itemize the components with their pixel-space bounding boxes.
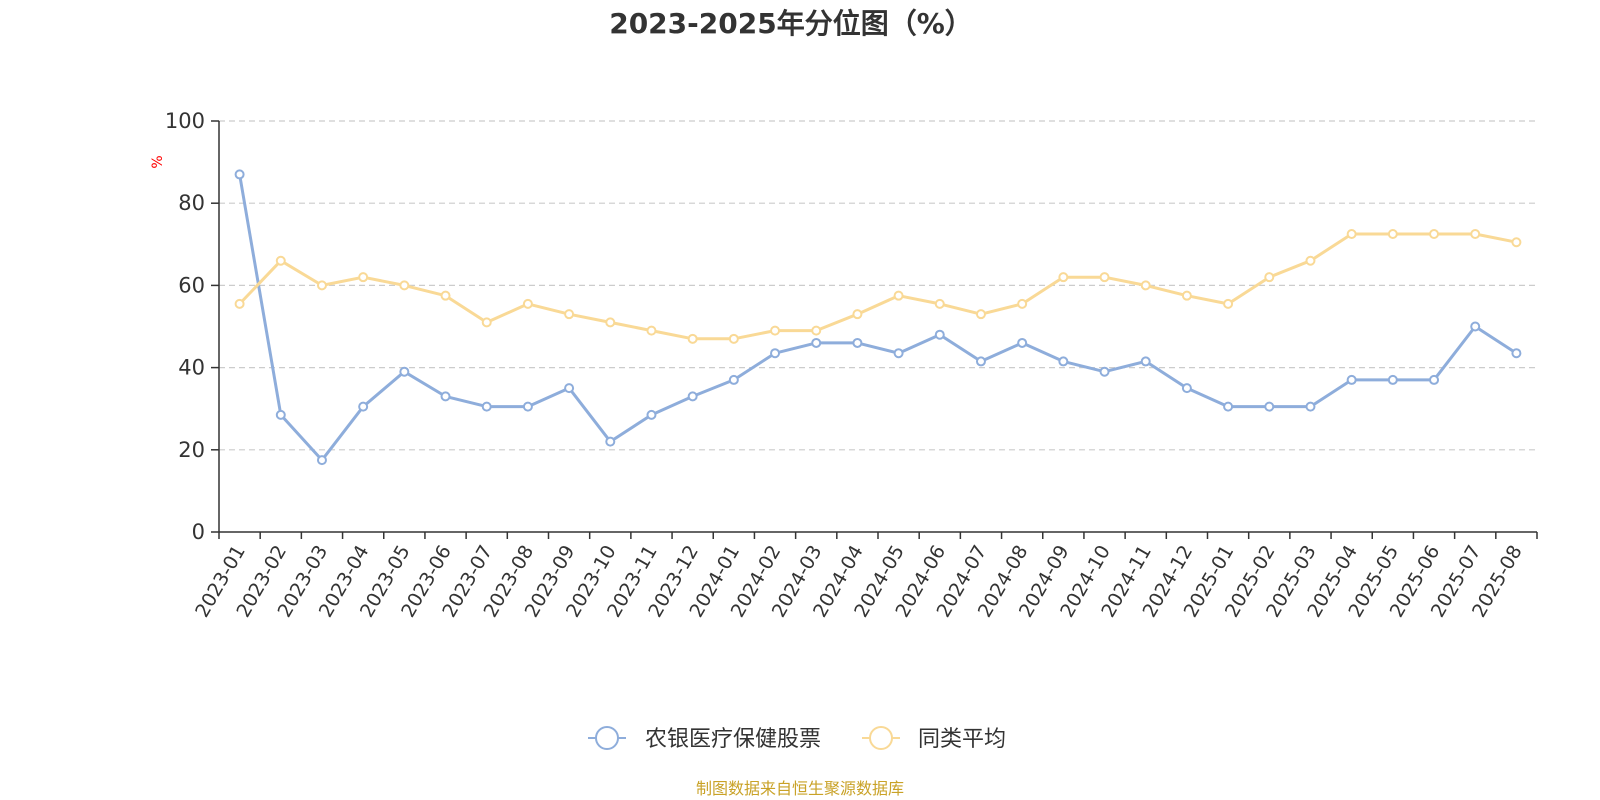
legend-item-peer-average[interactable]: 同类平均 (862, 726, 1006, 752)
series-0-point-2024-11[interactable] (1140, 356, 1151, 367)
series-1-point-2024-03[interactable] (811, 325, 822, 336)
series-1-point-2024-01[interactable] (728, 333, 739, 344)
series-1-point-2024-06[interactable] (934, 298, 945, 309)
series-1-point-2025-01[interactable] (1223, 298, 1234, 309)
y-tick-label-40: 40 (178, 356, 205, 380)
series-0-point-2024-09[interactable] (1058, 356, 1069, 367)
series-0-point-2025-04[interactable] (1346, 374, 1357, 385)
series-0-point-2024-05[interactable] (893, 348, 904, 359)
series-0-point-2023-09[interactable] (564, 383, 575, 394)
series-1-point-2024-11[interactable] (1140, 280, 1151, 291)
series-1-point-2025-02[interactable] (1264, 272, 1275, 283)
series-0-point-2025-01[interactable] (1223, 401, 1234, 412)
series-1-point-2024-05[interactable] (893, 290, 904, 301)
series-0-point-2024-07[interactable] (975, 356, 986, 367)
series-1-point-2023-04[interactable] (358, 272, 369, 283)
x-tick-labels: 2023-012023-022023-032023-042023-052023-… (191, 542, 1527, 622)
series-0-point-2025-03[interactable] (1305, 401, 1316, 412)
series-1-point-2023-12[interactable] (687, 333, 698, 344)
y-axis-unit-label: % (150, 155, 166, 168)
legend-fund-circle-icon (595, 726, 619, 750)
legend[interactable]: 农银医疗保健股票 同类平均 (588, 726, 1006, 752)
series-1-point-2025-05[interactable] (1387, 229, 1398, 240)
y-tick-label-60: 60 (178, 273, 205, 297)
legend-item-fund[interactable]: 农银医疗保健股票 (588, 726, 821, 752)
data-source-note: 制图数据来自恒生聚源数据库 (696, 779, 904, 798)
series-1-point-2025-07[interactable] (1470, 229, 1481, 240)
series-0-point-2023-07[interactable] (481, 401, 492, 412)
series-0-point-2024-06[interactable] (934, 329, 945, 340)
series-0-point-2023-12[interactable] (687, 391, 698, 402)
series-0-point-2023-11[interactable] (646, 409, 657, 420)
axes (211, 120, 1538, 539)
series-0-point-2024-10[interactable] (1099, 366, 1110, 377)
series-0-point-2023-01[interactable] (234, 169, 245, 180)
series-0-point-2025-05[interactable] (1387, 374, 1398, 385)
series-1-point-2023-07[interactable] (481, 317, 492, 328)
series-1-point-2024-08[interactable] (1017, 298, 1028, 309)
series-0-point-2023-08[interactable] (522, 401, 533, 412)
series-0-point-2023-06[interactable] (440, 391, 451, 402)
series-1-point-2023-06[interactable] (440, 290, 451, 301)
series-lines (234, 169, 1522, 466)
series-0-point-2023-10[interactable] (605, 436, 616, 447)
series-0-point-2023-05[interactable] (399, 366, 410, 377)
grid-lines (219, 120, 1537, 451)
series-0-point-2024-04[interactable] (852, 337, 863, 348)
y-tick-label-100: 100 (165, 109, 205, 133)
series-0-point-2025-08[interactable] (1511, 348, 1522, 359)
series-1-point-2023-02[interactable] (275, 255, 286, 266)
series-1-point-2025-04[interactable] (1346, 229, 1357, 240)
series-1-point-2023-05[interactable] (399, 280, 410, 291)
series-1-point-2025-06[interactable] (1429, 229, 1440, 240)
series-1-point-2023-10[interactable] (605, 317, 616, 328)
series-0-point-2023-02[interactable] (275, 409, 286, 420)
legend-peer-average-circle-icon (869, 726, 893, 750)
series-0-point-2024-01[interactable] (728, 374, 739, 385)
series-0-point-2024-03[interactable] (811, 337, 822, 348)
series-1-point-2023-01[interactable] (234, 298, 245, 309)
y-tick-label-20: 20 (178, 438, 205, 462)
series-1-point-2023-09[interactable] (564, 309, 575, 320)
series-line-0 (238, 174, 1518, 462)
series-1-point-2024-12[interactable] (1181, 290, 1192, 301)
chart-title: 2023-2025年分位图（%） (609, 7, 973, 40)
series-0-point-2024-02[interactable] (770, 348, 781, 359)
series-0-point-2025-06[interactable] (1429, 374, 1440, 385)
series-0-point-2023-03[interactable] (316, 455, 327, 466)
legend-fund-label: 农银医疗保健股票 (645, 727, 821, 752)
series-0-point-2025-07[interactable] (1470, 321, 1481, 332)
series-0-point-2025-02[interactable] (1264, 401, 1275, 412)
legend-peer-average-label: 同类平均 (918, 727, 1006, 752)
series-1-point-2024-10[interactable] (1099, 272, 1110, 283)
y-tick-labels: 0 20 40 60 80 100 (165, 109, 205, 544)
series-1-point-2023-11[interactable] (646, 325, 657, 336)
series-1-point-2023-08[interactable] (522, 298, 533, 309)
series-1-point-2025-08[interactable] (1511, 237, 1522, 248)
series-0-point-2024-12[interactable] (1181, 383, 1192, 394)
series-1-point-2024-04[interactable] (852, 309, 863, 320)
series-1-point-2025-03[interactable] (1305, 255, 1316, 266)
y-tick-label-80: 80 (178, 191, 205, 215)
series-line-1 (238, 232, 1517, 341)
series-0-point-2024-08[interactable] (1017, 337, 1028, 348)
series-1-point-2023-03[interactable] (316, 280, 327, 291)
y-tick-label-0: 0 (192, 520, 205, 544)
series-1-point-2024-07[interactable] (975, 309, 986, 320)
series-0-point-2023-04[interactable] (358, 401, 369, 412)
series-1-point-2024-09[interactable] (1058, 272, 1069, 283)
series-1-point-2024-02[interactable] (770, 325, 781, 336)
